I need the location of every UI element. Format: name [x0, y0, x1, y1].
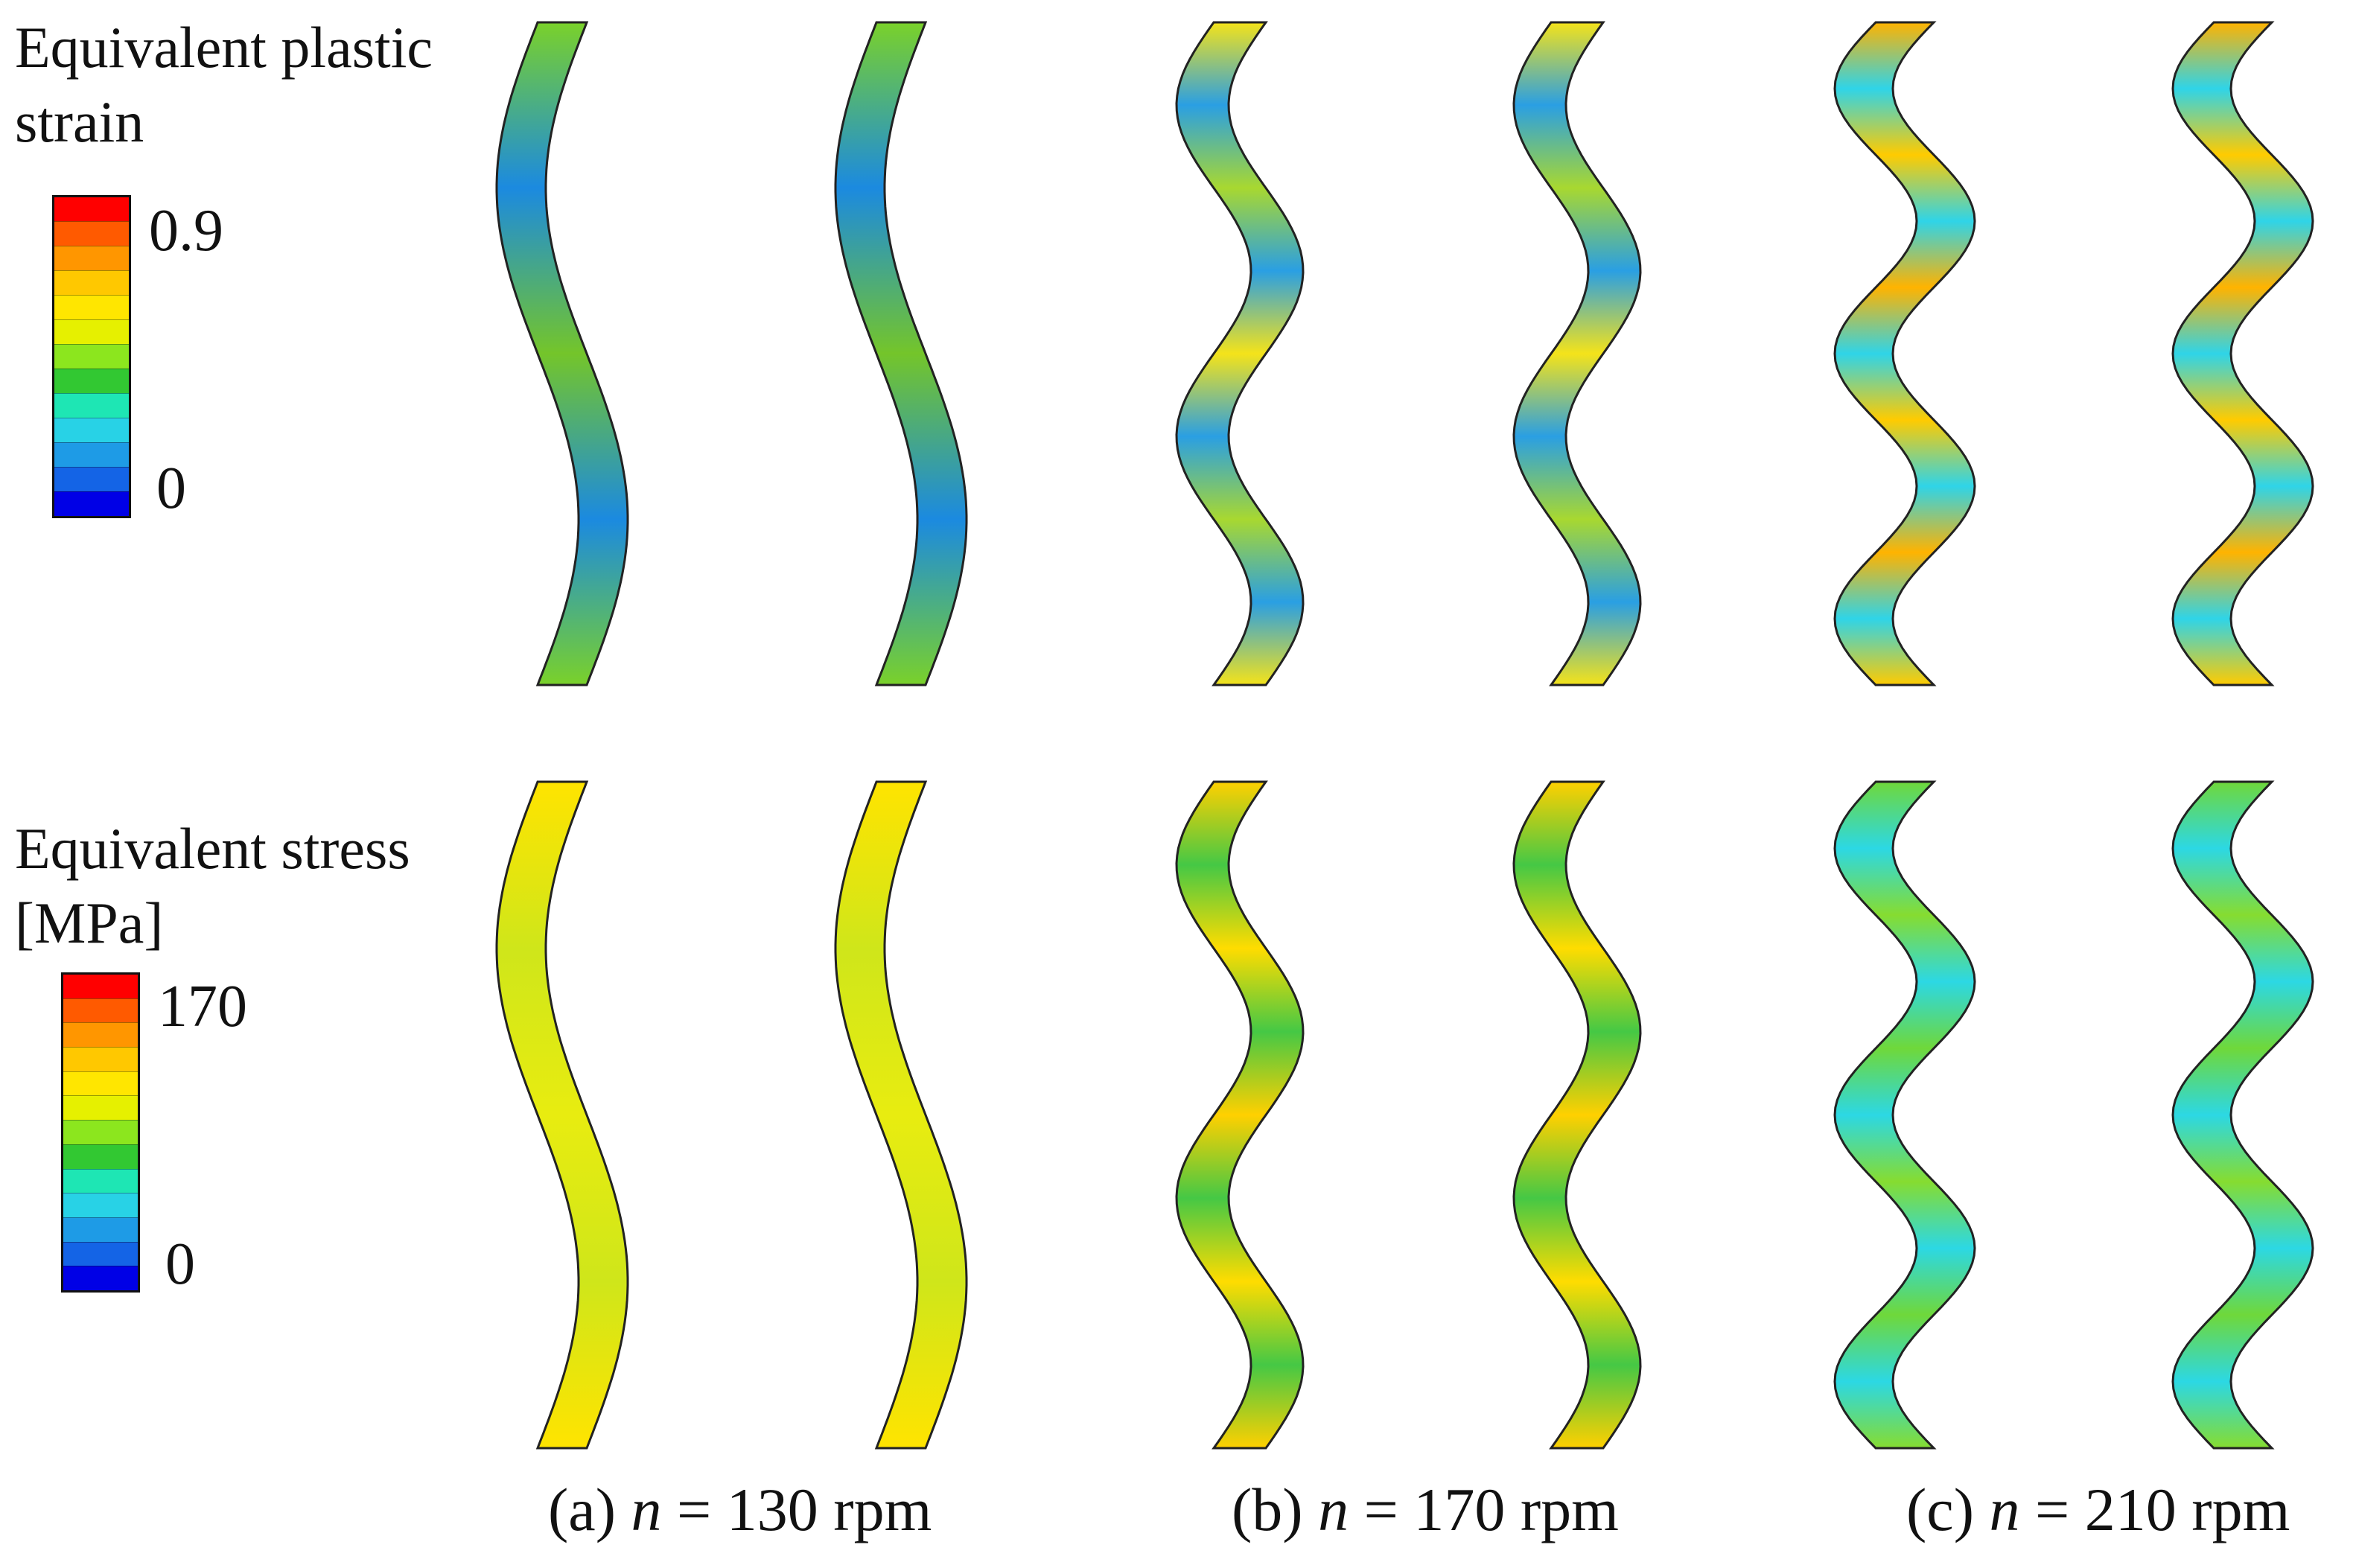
caption-c-prefix: (c) — [1906, 1476, 1990, 1543]
stress-legend-title-line2: [MPa] — [15, 890, 164, 955]
stress-strip-c-2 — [2171, 780, 2314, 1450]
caption-c: (c) n = 210 rpm — [1906, 1473, 2290, 1547]
stress-colorbar-segment — [63, 1047, 138, 1071]
stress-colorbar-segment — [63, 998, 138, 1023]
strain-strip-c-1 — [1833, 21, 1976, 686]
stress-colorbar-segment — [63, 1144, 138, 1169]
stress-colorbar-segment — [63, 1071, 138, 1096]
strain-colorbar-segment — [54, 270, 129, 295]
strain-strip-c-2 — [2171, 21, 2314, 686]
stress-strip-a-2 — [834, 780, 968, 1450]
stress-strip-c-1 — [1833, 780, 1976, 1450]
stress-colorbar-segment — [63, 1120, 138, 1144]
stress-colorbar-segment — [63, 975, 138, 998]
stress-strip-a-1 — [495, 780, 629, 1450]
stress-colorbar-segment — [63, 1022, 138, 1048]
caption-a-prefix: (a) — [548, 1476, 631, 1543]
strain-legend-title: Equivalent plastic strain — [15, 10, 433, 159]
stress-colorbar-segment — [63, 1266, 138, 1290]
strain-colorbar — [52, 195, 131, 518]
strain-colorbar-segment — [54, 369, 129, 393]
caption-a-suffix: = 130 rpm — [661, 1476, 932, 1543]
strain-colorbar-segment — [54, 418, 129, 442]
stress-colorbar-segment — [63, 1095, 138, 1121]
strain-colorbar-segment — [54, 442, 129, 467]
caption-c-suffix: = 210 rpm — [2019, 1476, 2290, 1543]
stress-legend-title: Equivalent stress [MPa] — [15, 812, 410, 960]
strain-colorbar-segment — [54, 393, 129, 418]
strain-min-label: 0 — [156, 456, 186, 521]
caption-c-var: n — [1989, 1476, 2020, 1543]
caption-b-suffix: = 170 rpm — [1349, 1476, 1619, 1543]
caption-b: (b) n = 170 rpm — [1232, 1473, 1619, 1547]
strain-legend-title-line1: Equivalent plastic — [15, 15, 433, 80]
stress-colorbar — [61, 972, 140, 1293]
stress-min-label: 0 — [165, 1231, 195, 1297]
strain-colorbar-segment — [54, 197, 129, 221]
strain-strip-a-2 — [834, 21, 968, 686]
strain-legend-title-line2: strain — [15, 89, 144, 154]
strain-strip-b-1 — [1175, 21, 1305, 686]
stress-legend-title-line1: Equivalent stress — [15, 816, 410, 881]
stress-colorbar-segment — [63, 1168, 138, 1193]
strain-colorbar-segment — [54, 246, 129, 270]
strain-max-label: 0.9 — [149, 198, 223, 264]
strain-strip-b-2 — [1512, 21, 1642, 686]
stress-max-label: 170 — [158, 974, 247, 1039]
caption-b-var: n — [1318, 1476, 1349, 1543]
strain-colorbar-segment — [54, 295, 129, 319]
caption-a-var: n — [631, 1476, 662, 1543]
stress-colorbar-segment — [63, 1217, 138, 1242]
strain-strip-a-1 — [495, 21, 629, 686]
strain-colorbar-segment — [54, 319, 129, 344]
stress-strip-b-1 — [1175, 780, 1305, 1450]
strain-colorbar-segment — [54, 467, 129, 491]
caption-a: (a) n = 130 rpm — [548, 1473, 932, 1547]
caption-b-prefix: (b) — [1232, 1476, 1319, 1543]
strain-colorbar-segment — [54, 344, 129, 369]
strain-colorbar-segment — [54, 221, 129, 246]
stress-strip-b-2 — [1512, 780, 1642, 1450]
stress-colorbar-segment — [63, 1193, 138, 1217]
stress-colorbar-segment — [63, 1241, 138, 1266]
strain-colorbar-segment — [54, 491, 129, 516]
